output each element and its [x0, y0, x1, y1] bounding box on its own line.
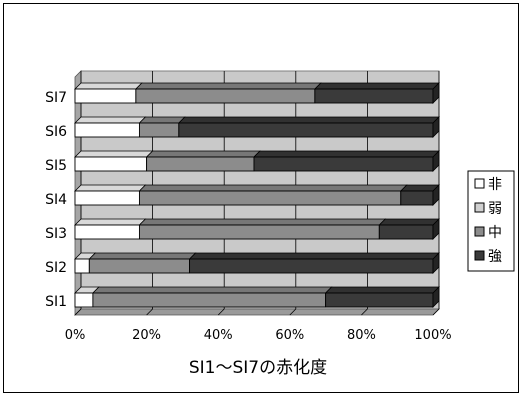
legend-label: 弱 [488, 201, 502, 217]
bar-segment-top [138, 184, 408, 192]
bar-segment [74, 156, 148, 172]
bar-segment-top [324, 286, 440, 294]
category-label: SI2 [45, 260, 67, 276]
bar-segment-top [74, 116, 147, 124]
x-tick-label: 20% [132, 328, 161, 343]
x-tick-label: 100% [414, 328, 451, 343]
bar-segment-top [91, 286, 333, 294]
bar-segment [138, 122, 180, 138]
bar-segment [74, 88, 137, 104]
bar-segment-top [177, 116, 440, 124]
category-label: SI4 [45, 192, 67, 208]
bar-segment-top [134, 82, 322, 90]
bar-end-face [432, 82, 440, 104]
bar-segment-top [399, 184, 440, 192]
bar-segment [88, 258, 191, 274]
bar-segment-top [253, 150, 440, 158]
legend-label: 強 [488, 249, 502, 265]
category-label: SI6 [45, 124, 67, 140]
bar-segment [74, 292, 94, 308]
gridline-floor [432, 308, 440, 316]
x-tick-label: 40% [204, 328, 233, 343]
bar-segment [178, 122, 434, 138]
bar-segment-top [74, 218, 147, 226]
x-tick-labels: 0% 20% 40% 60% 80% 100% [65, 328, 452, 343]
bar-segment [74, 224, 140, 240]
legend-swatch [474, 202, 485, 213]
category-label: SI3 [45, 226, 67, 242]
bar-segment [74, 190, 140, 206]
gridline-floor [74, 308, 82, 316]
bar-end-face [432, 218, 440, 240]
category-label: SI5 [45, 158, 67, 174]
plot-floor [74, 308, 440, 316]
bar-segment [74, 258, 90, 274]
bar-segment-top [138, 116, 186, 124]
category-label: SI7 [45, 90, 67, 106]
bar-segment [138, 224, 380, 240]
bar-segment-top [74, 150, 154, 158]
bar-segment-top [74, 82, 143, 90]
legend-swatch [474, 226, 485, 237]
bar-segment [253, 156, 434, 172]
bar-segment [325, 292, 434, 308]
category-labels: SI1 SI2 SI3 SI4 SI5 SI6 SI7 [45, 90, 67, 310]
bar-segment [189, 258, 434, 274]
bars [74, 82, 440, 308]
bar-segment [378, 224, 434, 240]
gridline-floor [289, 308, 297, 316]
x-tick-label: 80% [347, 328, 376, 343]
legend-swatch [474, 178, 485, 189]
bar-segment [314, 88, 434, 104]
x-tick-label: 60% [275, 328, 304, 343]
bar-segment-top [88, 252, 197, 260]
bar-segment [138, 190, 402, 206]
x-tick-label: 0% [65, 328, 86, 343]
bar-segment-top [313, 82, 440, 90]
bar-segment-top [378, 218, 440, 226]
bar-end-face [432, 150, 440, 172]
bar-segment-top [138, 218, 387, 226]
bar-end-face [432, 184, 440, 206]
bar-end-face [432, 286, 440, 308]
x-axis-label: SI1～SI7の赤化度 [189, 358, 327, 378]
bar-end-face [432, 116, 440, 138]
bar-segment [74, 122, 140, 138]
gridline-floor [146, 308, 153, 316]
gridline-floor [361, 308, 368, 316]
bar-segment [146, 156, 255, 172]
bar-segment-top [188, 252, 440, 260]
legend-swatch [474, 250, 485, 261]
bar-segment-top [145, 150, 261, 158]
legend-label: 中 [488, 225, 502, 241]
bar-segment [92, 292, 327, 308]
bar-segment-top [74, 184, 147, 192]
legend-label: 非 [488, 177, 502, 193]
bar-end-face [432, 252, 440, 274]
bar-segment [400, 190, 434, 206]
category-label: SI1 [45, 294, 67, 310]
bar-segment [135, 88, 316, 104]
gridline-floor [217, 308, 225, 316]
